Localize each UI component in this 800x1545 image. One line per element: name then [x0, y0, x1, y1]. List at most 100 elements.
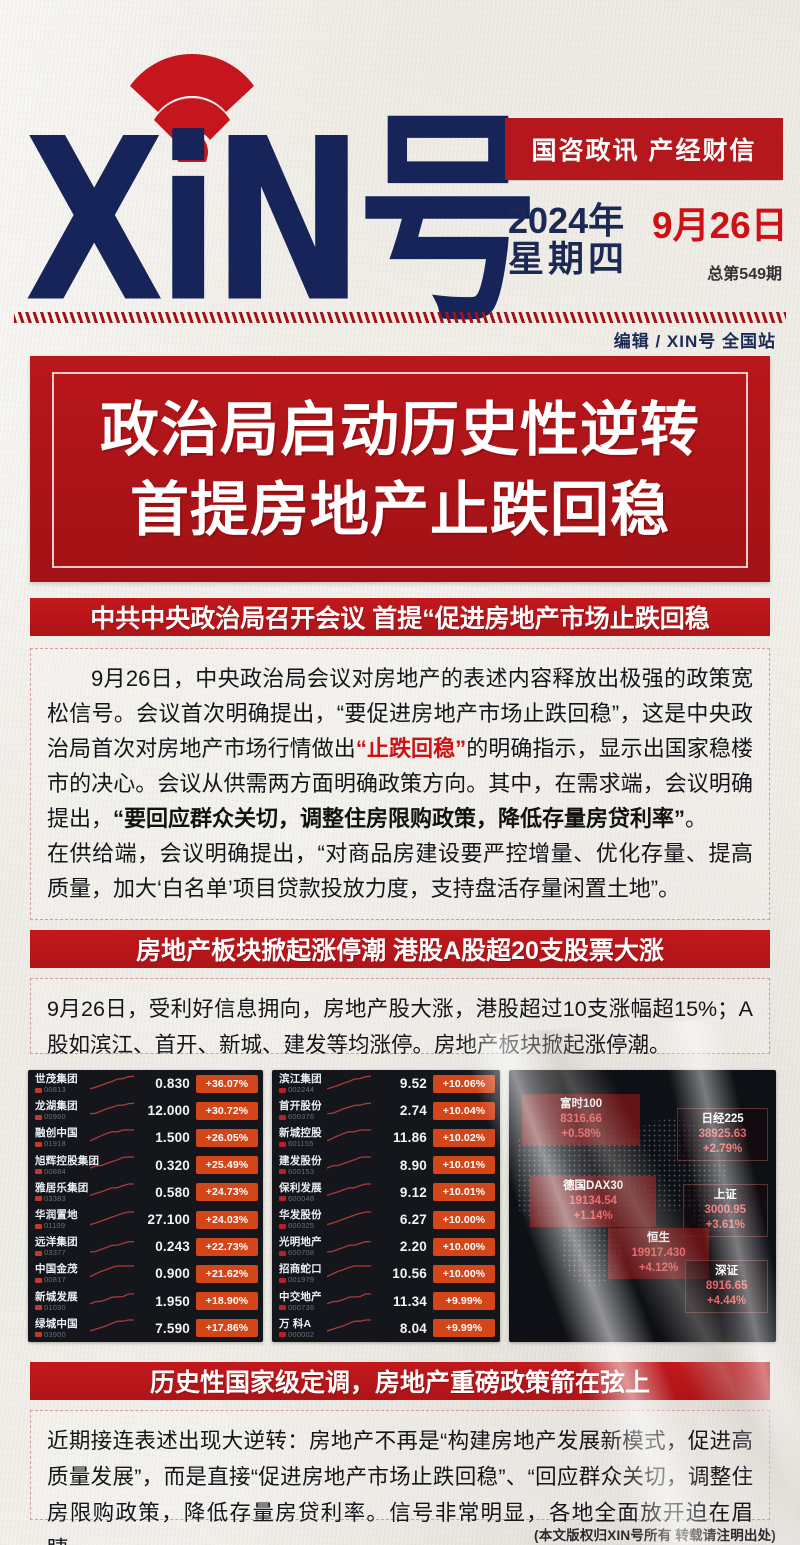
stock-name: 融创中国	[35, 1127, 78, 1140]
stock-code: 03383	[44, 1193, 66, 1203]
date-block: 2024年 星期四 9月26日 总第549期	[500, 192, 790, 292]
stock-identity: 中交地产 000736	[279, 1291, 367, 1312]
stock-row[interactable]: 新城控股 601155 11.86 +10.02%	[272, 1124, 500, 1151]
stock-price: 2.74	[399, 1103, 427, 1119]
stock-name: 万 科A	[279, 1317, 312, 1330]
index-card[interactable]: 深证 8916.65 +4.44%	[685, 1260, 768, 1314]
stock-name: 招商蛇口	[279, 1263, 322, 1276]
p1-emphasis-red: “止跌回稳”	[355, 736, 467, 761]
stock-row[interactable]: 光明地产 600708 2.20 +10.00%	[272, 1233, 500, 1260]
stock-code: 600325	[288, 1221, 315, 1231]
stock-row[interactable]: 旭辉控股集团 00884 0.320 +25.49%	[28, 1152, 263, 1179]
stock-row[interactable]: 融创中国 01918 1.500 +26.05%	[28, 1124, 263, 1151]
body-paragraph-3: 9月26日，受利好信息拥向，房地产股大涨，港股超过10支涨幅超15%；A股如滨江…	[47, 997, 753, 1057]
stock-identity: 首开股份 600376	[279, 1100, 367, 1121]
p1-part-a: 9月26日，中央政治局会议对房地产的表述内容释放出极强的政策宽松信号。会议首次明…	[47, 666, 753, 761]
stock-change-badge: +9.99%	[433, 1319, 495, 1338]
stock-row[interactable]: 滨江集团 002244 9.52 +10.06%	[272, 1070, 500, 1097]
stock-row[interactable]: 建发股份 600153 8.90 +10.01%	[272, 1152, 500, 1179]
stock-change-badge: +21.62%	[196, 1264, 258, 1283]
stock-price: 9.12	[399, 1184, 427, 1200]
exchange-flag-icon	[35, 1114, 42, 1120]
stock-name: 保利发展	[279, 1181, 322, 1194]
stock-change-badge: +10.01%	[433, 1183, 495, 1202]
headline-line-2: 首提房地产止跌回稳	[129, 477, 670, 543]
stock-row[interactable]: 首开股份 600376 2.74 +10.04%	[272, 1097, 500, 1124]
index-card[interactable]: 富时100 8316.66 +0.58%	[522, 1094, 640, 1146]
stock-price: 1.950	[155, 1293, 190, 1309]
stock-code: 600153	[288, 1166, 315, 1176]
a-share-gainers-panel[interactable]: 滨江集团 002244 9.52 +10.06% 首开股份 600376 2.74 +10.0…	[272, 1070, 500, 1342]
date-year: 2024年	[508, 200, 625, 241]
stock-code-wrap: 00817	[35, 1276, 123, 1284]
stock-code-wrap: 00960	[35, 1113, 123, 1121]
index-card[interactable]: 日经225 38925.63 +2.79%	[677, 1108, 768, 1162]
headline-line-1: 政治局启动历史性逆转	[99, 397, 700, 463]
exchange-flag-icon	[279, 1305, 286, 1311]
stock-code-wrap: 600376	[279, 1113, 367, 1121]
index-value: 8916.65	[705, 1280, 748, 1293]
stock-row[interactable]: 龙湖集团 00960 12.000 +30.72%	[28, 1097, 263, 1124]
stock-code-wrap: 01030	[35, 1303, 123, 1312]
stock-change-badge: +24.03%	[196, 1210, 258, 1229]
stock-identity: 新城发展 01030	[35, 1291, 123, 1312]
section-banner-3: 历史性国家级定调，房地产重磅政策箭在弦上	[30, 1362, 770, 1400]
stock-code: 01109	[44, 1221, 66, 1231]
index-value: 38925.63	[698, 1128, 747, 1141]
sparkline-chart	[327, 1291, 375, 1311]
sparkline-chart	[327, 1128, 375, 1148]
stock-code-wrap: 03377	[35, 1249, 123, 1257]
date-monthday: 9月26日	[652, 205, 788, 246]
stock-row[interactable]: 招商蛇口 001979 10.56 +10.00%	[272, 1260, 500, 1287]
stock-price: 2.20	[399, 1239, 427, 1255]
stock-identity: 世茂集团 00813	[35, 1073, 123, 1094]
stock-row[interactable]: 世茂集团 00813 0.830 +36.07%	[28, 1070, 263, 1097]
sparkline-chart	[90, 1264, 138, 1284]
stock-price: 8.90	[399, 1157, 427, 1173]
sparkline-chart	[90, 1182, 138, 1202]
index-change: +0.58%	[561, 1128, 601, 1141]
stock-row[interactable]: 华发股份 600325 6.27 +10.00%	[272, 1206, 500, 1233]
stock-change-badge: +22.73%	[196, 1237, 258, 1256]
stock-change-badge: +36.07%	[196, 1074, 258, 1093]
stock-row[interactable]: 中交地产 000736 11.34 +9.99%	[272, 1288, 500, 1315]
stock-code-wrap: 600048	[279, 1194, 367, 1203]
index-value: 19917.430	[631, 1246, 686, 1259]
exchange-flag-icon	[35, 1087, 42, 1093]
sparkline-chart	[327, 1155, 375, 1175]
exchange-flag-icon	[35, 1305, 42, 1311]
stock-row[interactable]: 远洋集团 03377 0.243 +22.73%	[28, 1233, 263, 1260]
stock-row[interactable]: 新城发展 01030 1.950 +18.90%	[28, 1288, 263, 1315]
stock-row[interactable]: 保利发展 600048 9.12 +10.01%	[272, 1179, 500, 1206]
stock-row[interactable]: 华润置地 01109 27.100 +24.03%	[28, 1206, 263, 1233]
stock-change-badge: +10.01%	[433, 1156, 495, 1175]
stock-code: 000002	[288, 1329, 315, 1339]
stock-name: 新城控股	[279, 1127, 322, 1140]
stock-row[interactable]: 绿城中国 03900 7.590 +17.86%	[28, 1315, 263, 1342]
exchange-flag-icon	[35, 1332, 42, 1338]
exchange-flag-icon	[35, 1169, 42, 1175]
sparkline-chart	[327, 1318, 375, 1338]
stock-row[interactable]: 万 科A 000002 8.04 +9.99%	[272, 1315, 500, 1342]
stock-identity: 华发股份 600325	[279, 1209, 367, 1230]
stock-price: 9.52	[399, 1076, 427, 1092]
world-indices-panel[interactable]: 富时100 8316.66 +0.58% 日经225 38925.63 +2.79% 德国D…	[509, 1070, 776, 1342]
index-name: 德国DAX30	[563, 1180, 624, 1193]
stock-change-badge: +9.99%	[433, 1292, 495, 1311]
stock-identity: 滨江集团 002244	[279, 1073, 367, 1094]
masthead-tagline: 国咨政讯 产经财信	[505, 118, 783, 180]
copyright-notice: (本文版权归XIN号所有 转载请注明出处)	[534, 1528, 776, 1543]
stock-name: 建发股份	[279, 1154, 322, 1167]
stock-row[interactable]: 中国金茂 00817 0.900 +21.62%	[28, 1260, 263, 1287]
date-weekday: 星期四	[508, 238, 629, 279]
p1-part-c: 。	[685, 806, 708, 831]
hk-gainers-panel[interactable]: 世茂集团 00813 0.830 +36.07% 龙湖集团 00960 12.000 +30.…	[28, 1070, 263, 1342]
stock-change-badge: +10.00%	[433, 1237, 495, 1256]
index-card[interactable]: 德国DAX30 19134.54 +1.14%	[530, 1176, 656, 1228]
stock-code-wrap: 600153	[279, 1166, 367, 1176]
stock-code: 03377	[44, 1248, 66, 1258]
exchange-flag-icon	[279, 1169, 286, 1175]
stock-row[interactable]: 雅居乐集团 03383 0.580 +24.73%	[28, 1179, 263, 1206]
stock-code: 00960	[44, 1112, 66, 1122]
